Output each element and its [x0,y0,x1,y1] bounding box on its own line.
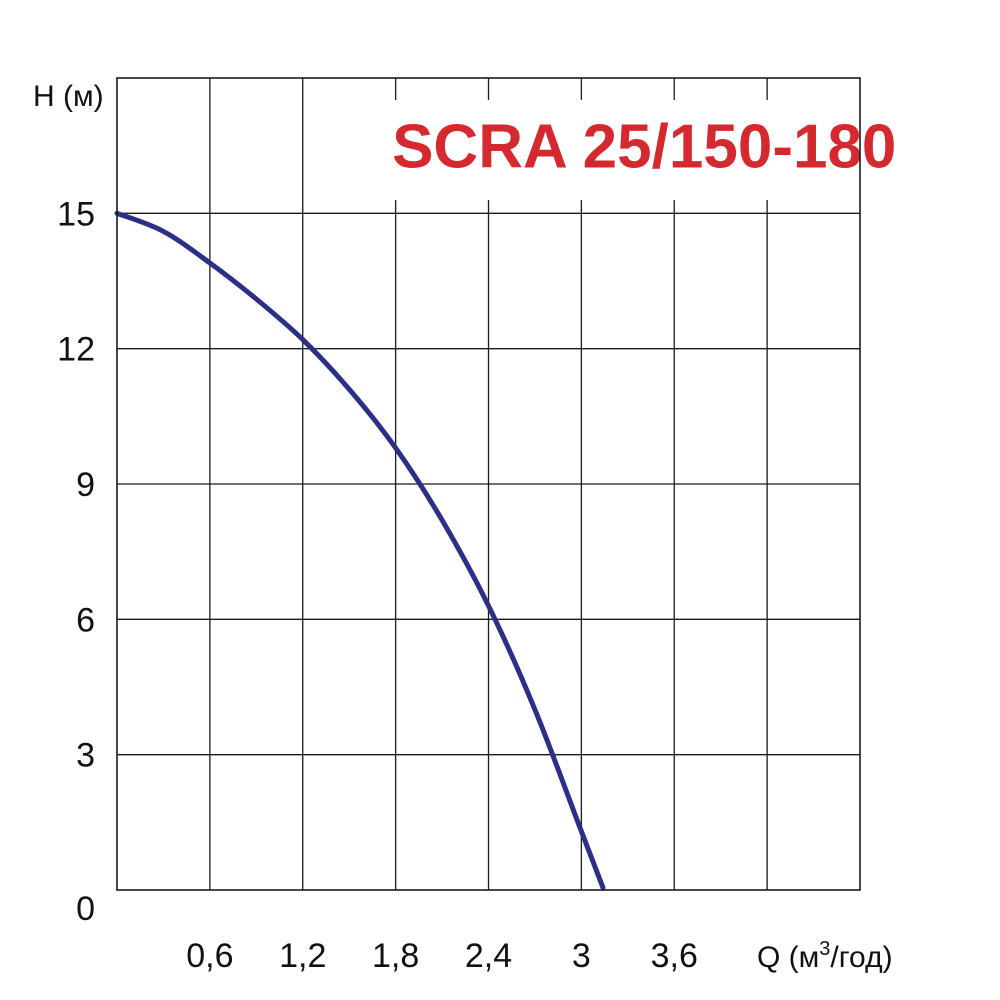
y-tick-labels: 0 3 6 9 12 15 [57,195,95,928]
y-tick-label: 3 [76,737,95,775]
y-axis-title: H (м) [33,80,104,113]
plot-border [116,77,861,891]
title-background [352,100,817,200]
x-tick-labels: 0,6 1,2 1,8 2,4 3 3,6 [186,937,698,975]
x-axis-title-superscript: 3 [819,938,830,960]
series-curve [114,210,606,891]
chart-title: SCRA 25/150-180 [392,113,896,182]
y-tick-label: 12 [57,331,95,369]
y-tick-label: 9 [76,466,95,504]
y-tick-label: 15 [57,195,95,233]
plot-frame [116,77,861,891]
y-tick-label: 6 [76,601,95,639]
x-tick-label: 1,8 [372,937,419,975]
y-tick-label: 0 [76,890,95,928]
series-layer [114,210,606,891]
x-axis-title-tail: /год) [830,941,892,974]
x-tick-label: 0,6 [186,937,233,975]
x-tick-label: 3 [572,937,591,975]
x-axis-title: Q (м3/год) [757,938,893,974]
x-tick-label: 1,2 [279,937,326,975]
grid-lines [117,78,860,890]
x-tick-label: 3,6 [651,937,698,975]
x-axis-title-main: Q (м [757,941,819,974]
x-tick-label: 2,4 [465,937,512,975]
